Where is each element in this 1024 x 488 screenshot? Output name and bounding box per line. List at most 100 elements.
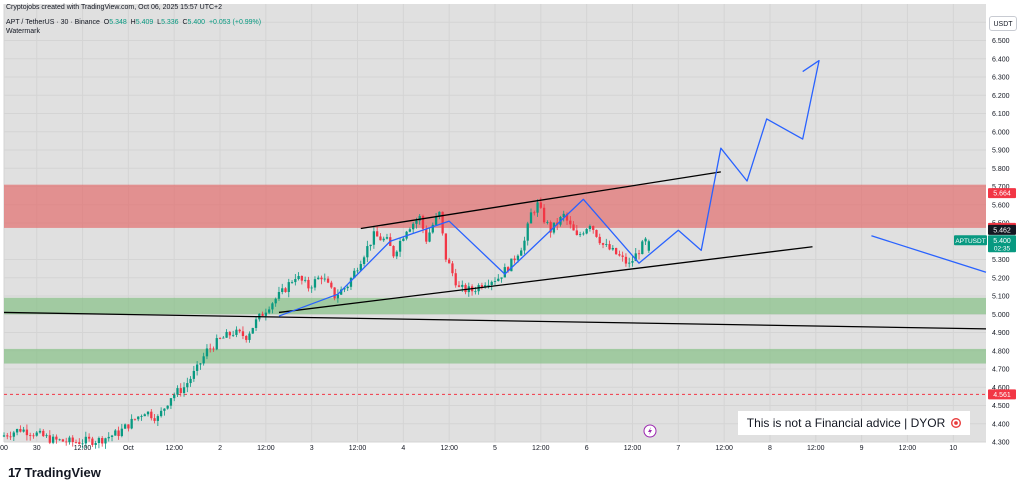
candle-up [97, 438, 101, 444]
candle-up [173, 394, 176, 399]
watermark-label: Watermark [6, 28, 40, 35]
candle-up [281, 288, 284, 293]
candle-up [490, 281, 493, 286]
candle-down [307, 279, 310, 289]
candle-up [120, 428, 123, 437]
candle-down [457, 285, 461, 287]
ohlc-low-label: L [157, 19, 162, 26]
candle-down [320, 277, 323, 280]
candle-up [130, 418, 133, 429]
time-axis[interactable]: 00 30 12:00 Oct 12:00 2 12:00 3 12:00 4 12:00 5 12:0… [0, 445, 957, 452]
symbol-legend[interactable]: APT / TetherUS · 30 · Binance O5.348 H5.… [6, 19, 261, 26]
candle-down [48, 435, 51, 443]
tradingview-logo: 17 [8, 464, 22, 480]
candle-up [202, 356, 205, 364]
candle-up [461, 284, 464, 287]
candle-up [408, 229, 412, 232]
candle-up [585, 228, 588, 234]
x-tick-label: Oct [123, 445, 134, 452]
symbol-title: APT / TetherUS · 30 · Binance [6, 19, 100, 26]
candle-up [487, 285, 490, 286]
bearish-path[interactable] [871, 235, 987, 273]
candle-up [12, 432, 15, 437]
candle-down [241, 331, 245, 336]
x-tick-label: 10 [949, 445, 957, 452]
candle-up [58, 439, 61, 441]
x-tick-label: 3 [310, 445, 314, 452]
candle-down [569, 220, 572, 225]
x-tick-label: 8 [768, 445, 772, 452]
currency-button[interactable]: USDT [989, 16, 1017, 31]
tradingview-brand[interactable]: 17 TradingView [8, 463, 101, 481]
symbol-tag [954, 235, 987, 246]
candle-up [611, 248, 614, 250]
last-price-text: 5.400 [993, 238, 1011, 245]
candle-up [45, 435, 48, 437]
resistance-zone [4, 184, 986, 228]
support-zone-lower [4, 348, 986, 364]
ohlc-high: 5.409 [135, 19, 154, 26]
x-tick-label: 12:00 [257, 445, 275, 452]
y-tick-label: 5.800 [992, 166, 1010, 173]
x-tick-label: 2 [218, 445, 222, 452]
candle-up [35, 432, 38, 436]
candle-up [323, 278, 326, 280]
projections-layer[interactable] [278, 59, 987, 317]
candle-down [209, 348, 212, 350]
candle-up [536, 202, 539, 213]
candle-up [137, 416, 140, 420]
channel-bottom[interactable] [278, 246, 813, 314]
lightning-icon[interactable] [643, 424, 657, 438]
ohlc-change: +0.053 (+0.99%) [208, 19, 262, 26]
ohlc-open-label: O [103, 19, 110, 26]
candle-up [277, 292, 281, 299]
candle-up [143, 414, 146, 417]
candle-up [163, 408, 166, 411]
candle-up [412, 223, 415, 230]
candle-down [150, 411, 153, 419]
long-trendline[interactable] [3, 311, 987, 330]
x-tick-label: 12:00 [899, 445, 917, 452]
candle-up [438, 211, 441, 217]
candle-down [464, 284, 467, 293]
y-tick-label: 4.600 [992, 385, 1010, 392]
x-tick-label: 12:00 [349, 445, 367, 452]
y-tick-label: 4.500 [992, 403, 1010, 410]
zones-layer [4, 184, 986, 364]
candle-down [621, 255, 624, 257]
y-tick-label: 6.200 [992, 93, 1010, 100]
zigzag-path[interactable] [278, 59, 820, 317]
disclaimer-text: This is not a Financial advice | DYOR [746, 416, 946, 430]
y-tick-label: 6.300 [992, 75, 1010, 82]
candle-up [68, 437, 71, 443]
candle-up [434, 216, 438, 225]
candle-up [582, 233, 585, 235]
candle-down [421, 215, 425, 229]
candle-down [595, 229, 598, 237]
trendlines-layer[interactable] [3, 171, 987, 330]
candle-down [228, 331, 232, 336]
candle-up [588, 226, 592, 229]
support-zone-upper [4, 297, 986, 315]
x-tick-label: 30 [33, 445, 41, 452]
candle-up [176, 388, 179, 395]
candle-down [614, 248, 618, 255]
candle-up [510, 258, 513, 272]
candle-up [317, 277, 320, 280]
candle-up [336, 294, 340, 299]
candle-up [251, 327, 254, 334]
x-tick-label: 12:00 [807, 445, 825, 452]
candle-down [29, 435, 32, 436]
y-tick-label: 4.400 [992, 421, 1010, 428]
candle-up [474, 291, 477, 293]
candle-down [153, 418, 156, 421]
candle-down [19, 429, 22, 432]
candle-down [87, 436, 91, 439]
candle-up [192, 370, 195, 379]
candle-up [628, 262, 631, 264]
channel-top[interactable] [360, 171, 721, 230]
x-tick-label: 12:00 [74, 445, 92, 452]
candle-up [186, 383, 189, 388]
candle-up [264, 312, 268, 316]
